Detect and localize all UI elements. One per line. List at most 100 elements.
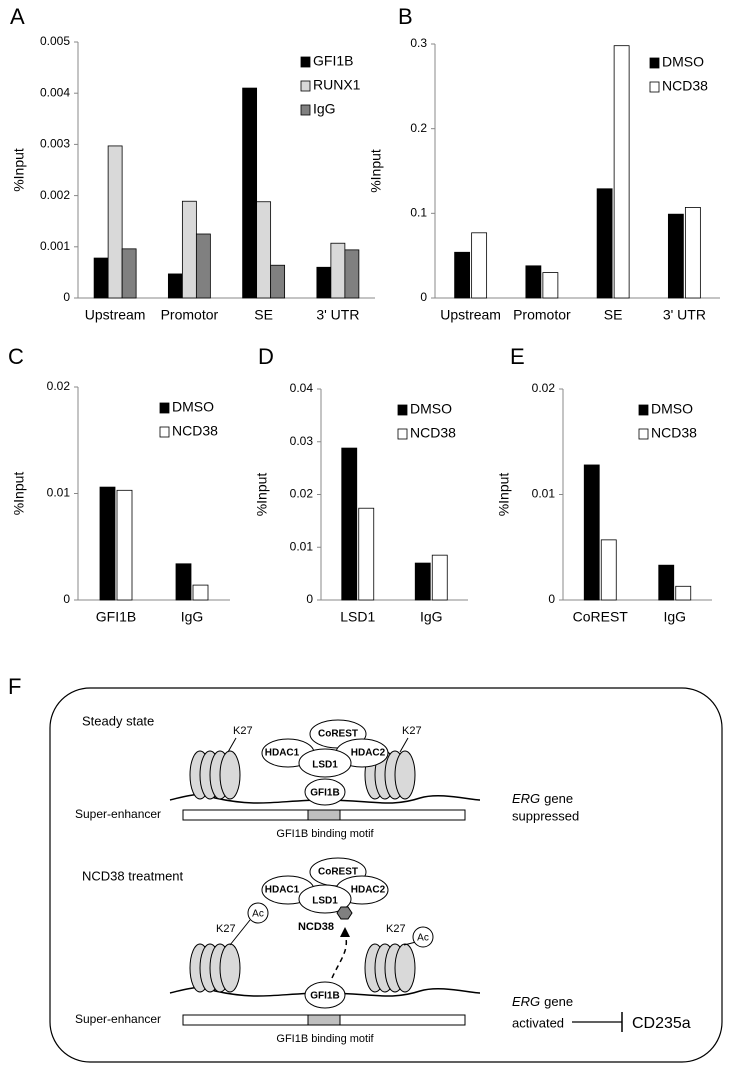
y-tick-label: 0.02 [290, 487, 314, 501]
legend-label: NCD38 [662, 78, 708, 94]
y-axis-label: %Input [254, 473, 270, 517]
x-tick-label: SE [254, 307, 273, 323]
bar [107, 145, 123, 299]
y-tick-label: 0.004 [40, 85, 70, 99]
bar [658, 564, 675, 601]
bar [316, 266, 332, 299]
legend-label: NCD38 [651, 425, 697, 441]
bar [596, 188, 613, 299]
y-tick-label: 0.005 [40, 34, 70, 48]
gene-label: ERG gene [512, 994, 573, 1009]
y-tick-label: 0.01 [47, 486, 71, 500]
y-tick-label: 0 [420, 290, 427, 304]
legend-swatch [300, 56, 311, 68]
label: LSD1 [312, 760, 338, 771]
arrowhead [340, 927, 350, 937]
nucleosome [189, 750, 241, 800]
y-axis-label: %Input [11, 148, 27, 192]
legend-swatch [638, 428, 649, 440]
x-tick-label: 3' UTR [316, 307, 359, 323]
y-tick-label: 0 [548, 592, 555, 606]
label: Ac [417, 933, 429, 944]
label: GFI1B [310, 991, 339, 1002]
y-tick-label: 0.03 [290, 434, 314, 448]
label: Super-enhancer [75, 1012, 161, 1026]
bar [121, 248, 137, 299]
label: NCD38 [298, 921, 334, 933]
bar [431, 554, 448, 601]
label: Ac [252, 909, 264, 920]
bar [270, 264, 286, 299]
y-tick-label: 0.02 [532, 381, 556, 395]
label: GFI1B [310, 788, 339, 799]
bar [583, 464, 600, 601]
y-tick-label: 0.02 [47, 379, 71, 393]
label: CoREST [318, 729, 358, 740]
legend-label: GFI1B [313, 53, 353, 69]
bar [330, 242, 346, 299]
x-tick-label: Upstream [440, 307, 501, 323]
bar [613, 45, 630, 299]
legend-swatch [397, 404, 408, 416]
bar [454, 251, 471, 299]
x-tick-label: Promotor [161, 307, 219, 323]
y-tick-label: 0 [63, 290, 70, 304]
legend-swatch [649, 81, 660, 93]
panel-letter: C [8, 344, 24, 369]
legend-label: DMSO [651, 401, 693, 417]
bar [167, 273, 183, 299]
bar [358, 507, 375, 601]
y-tick-label: 0 [306, 592, 313, 606]
label: LSD1 [312, 896, 338, 907]
x-tick-label: Promotor [513, 307, 571, 323]
bar [192, 584, 209, 601]
bar [341, 447, 358, 601]
bar [116, 489, 133, 601]
panel-letter: D [258, 344, 274, 369]
legend-swatch [300, 80, 311, 92]
label: GFI1B binding motif [276, 828, 374, 840]
gene-label: ERG gene [512, 791, 573, 806]
bar [195, 233, 211, 299]
frame [49, 687, 723, 1063]
y-tick-label: 0.2 [410, 121, 427, 135]
nucleosome [364, 943, 416, 993]
bar [684, 207, 701, 299]
gfi1b [304, 981, 346, 1009]
legend-label: RUNX1 [313, 77, 361, 93]
bar [181, 200, 197, 299]
label: activated [512, 1015, 564, 1030]
complex [261, 857, 389, 914]
bar [600, 539, 617, 601]
bar [542, 272, 559, 299]
arrow [331, 933, 347, 979]
label: K27 [386, 923, 406, 935]
x-tick-label: IgG [663, 609, 686, 625]
panel-letter: F [8, 674, 21, 699]
label: HDAC1 [265, 885, 300, 896]
label: CD235a [632, 1015, 691, 1032]
legend-label: DMSO [662, 54, 704, 70]
label: HDAC1 [265, 748, 300, 759]
label: suppressed [512, 808, 579, 823]
bar [175, 563, 192, 601]
motif-box [307, 1014, 341, 1026]
section-title: NCD38 treatment [82, 868, 184, 883]
bar [525, 265, 542, 299]
legend-label: NCD38 [172, 423, 218, 439]
y-tick-label: 0 [63, 592, 70, 606]
bar [675, 585, 692, 601]
complex [261, 719, 389, 806]
legend-swatch [649, 57, 660, 69]
x-tick-label: IgG [420, 609, 443, 625]
legend-label: NCD38 [410, 425, 456, 441]
y-tick-label: 0.04 [290, 381, 314, 395]
tail [403, 941, 417, 946]
x-tick-label: GFI1B [96, 609, 136, 625]
acetyl [247, 902, 269, 924]
y-tick-label: 0.002 [40, 188, 70, 202]
section-title: Steady state [82, 713, 154, 728]
tail [227, 737, 237, 753]
legend-swatch [397, 428, 408, 440]
bar [99, 486, 116, 601]
